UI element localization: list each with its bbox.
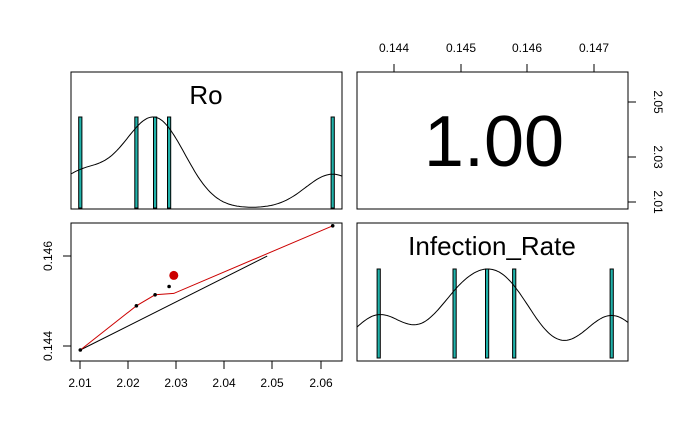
bottom-tick-label-4: 2.05 [260, 376, 284, 390]
infection-rate-histogram-bars [376, 268, 614, 359]
scatter-panel: 0.144 0.146 2.01 2.02 2.03 2.04 2.05 2.0… [41, 222, 343, 390]
infection-rate-panel-frame [356, 222, 629, 362]
top-tick-label-1: 0.145 [446, 41, 476, 55]
infection-rate-hist-bar [512, 268, 517, 359]
ro-panel-frame [70, 71, 343, 210]
scatter-point [330, 224, 335, 228]
ro-hist-bar [153, 116, 158, 209]
ro-distribution-panel: Ro [70, 71, 343, 210]
infection-rate-variable-label: Infection_Rate [408, 231, 576, 261]
top-tick-label-0: 0.144 [379, 41, 409, 55]
ro-hist-bar [78, 116, 83, 209]
top-axis-infection-rate: 0.144 0.145 0.146 0.147 [379, 41, 609, 72]
infection-rate-density-curve [356, 268, 629, 341]
ro-hist-bar [167, 116, 172, 209]
infection-rate-hist-bar [485, 268, 490, 359]
linear-fit-line [80, 255, 268, 351]
bottom-tick-label-1: 2.02 [116, 376, 140, 390]
right-axis-ro: 2.01 2.03 2.05 [628, 90, 665, 214]
bottom-tick-label-0: 2.01 [68, 376, 92, 390]
right-tick-label-0: 2.01 [651, 190, 665, 214]
scatter-point [153, 293, 157, 297]
right-tick-label-1: 2.03 [651, 145, 665, 169]
top-tick-label-2: 0.146 [512, 41, 542, 55]
bottom-axis-ro: 2.01 2.02 2.03 2.04 2.05 2.06 [68, 361, 333, 390]
mean-point [169, 270, 179, 280]
infection-rate-hist-bar [376, 268, 381, 359]
infection-rate-hist-bar [609, 268, 614, 359]
ro-histogram-bars [78, 116, 335, 209]
right-tick-label-2: 2.05 [651, 90, 665, 114]
left-axis-infection-rate: 0.144 0.146 [41, 241, 71, 361]
scatter-point [78, 348, 83, 352]
ro-hist-bar [134, 116, 139, 209]
correlation-value: 1.00 [424, 102, 564, 182]
scatter-points [78, 224, 335, 352]
correlation-panel-frame [356, 71, 629, 210]
infection-rate-distribution-panel: Infection_Rate [356, 222, 629, 362]
scatter-point [134, 304, 139, 308]
ro-variable-label: Ro [189, 80, 222, 110]
scatter-point [167, 284, 171, 289]
correlation-panel: 1.00 0.144 0.145 0.146 0.147 2.01 2.03 2… [356, 41, 665, 214]
bottom-tick-label-2: 2.03 [164, 376, 188, 390]
bottom-tick-label-3: 2.04 [212, 376, 236, 390]
infection-rate-hist-bar [452, 268, 457, 359]
scatter-panel-frame [70, 222, 343, 362]
ro-density-curve [70, 116, 343, 208]
left-tick-label-0: 0.144 [41, 331, 55, 361]
top-tick-label-3: 0.147 [579, 41, 609, 55]
bottom-tick-label-5: 2.06 [309, 376, 333, 390]
ro-hist-bar [330, 116, 335, 209]
left-tick-label-1: 0.146 [41, 241, 55, 271]
